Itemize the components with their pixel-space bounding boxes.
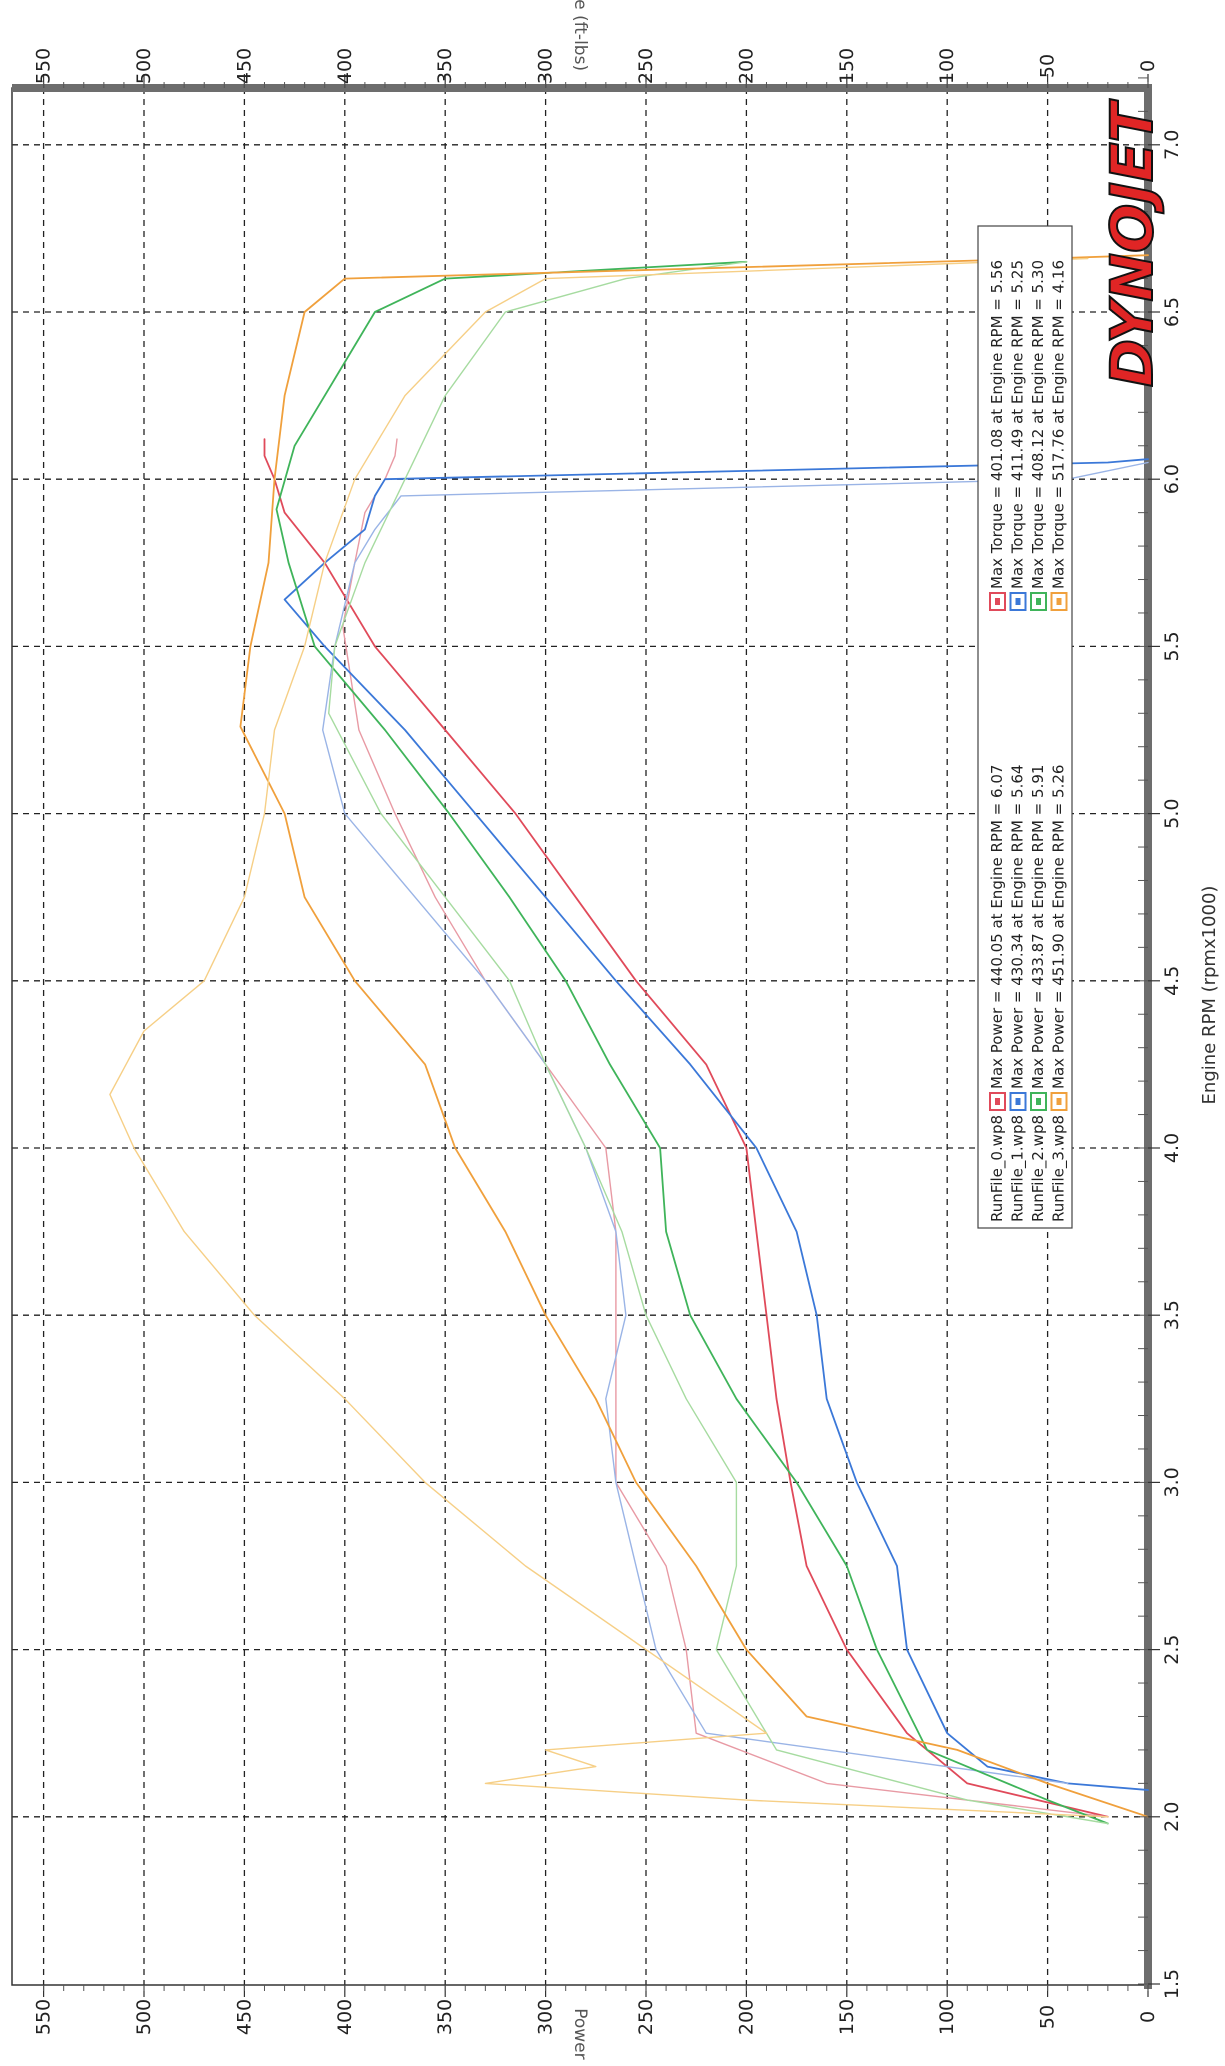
- rpm-tick-label: 4.5: [1161, 966, 1183, 996]
- top-axis-bar: [12, 84, 1152, 92]
- rpm-tick-label: 2.0: [1161, 1802, 1183, 1832]
- torque-tick-label: 50: [1037, 54, 1059, 78]
- rpm-tick-label: 6.5: [1161, 297, 1183, 327]
- legend-file-label: RunFile_0.wp8: [988, 1115, 1007, 1222]
- legend-torque-swatch-fill: [1015, 598, 1021, 605]
- torque-tick-label: 500: [133, 48, 155, 84]
- rpm-tick-label: 7.0: [1161, 130, 1183, 160]
- legend-power-swatch-fill: [995, 1098, 1000, 1105]
- legend-file-label: RunFile_3.wp8: [1050, 1115, 1069, 1222]
- legend-torque-swatch-fill: [995, 598, 1000, 605]
- power-tick-label: 200: [735, 1999, 757, 2035]
- rpm-tick-label: 2.5: [1161, 1634, 1183, 1664]
- legend-file-label: RunFile_1.wp8: [1009, 1115, 1028, 1222]
- torque-tick-label: 0: [1137, 60, 1159, 72]
- rpm-tick-label: 5.0: [1161, 798, 1183, 828]
- series-torque-7: [109, 257, 1109, 1818]
- legend: RunFile_0.wp8 Max Power = 440.05 at Engin…: [977, 225, 1073, 1229]
- series-power-2: [283, 458, 1149, 1791]
- power-tick-label: 550: [33, 1999, 55, 2035]
- power-tick-label: 250: [635, 1999, 657, 2035]
- legend-box: RunFile_0.wp8 Max Power = 440.05 at Engin…: [977, 225, 1073, 1229]
- plot-frame: [11, 84, 1152, 1989]
- series-power-6: [239, 254, 1149, 1818]
- dynojet-logo: DYNOJET: [1097, 97, 1167, 388]
- right-axis-bar: [1144, 84, 1152, 1989]
- rpm-tick-label: 5.5: [1161, 631, 1183, 661]
- power-tick-label: 400: [334, 1999, 356, 2035]
- x-axis-label: Engine RPM (rpmx1000): [1199, 886, 1220, 1105]
- power-axis-label: Power (hp): [570, 2008, 590, 2061]
- torque-axis-label: Torque (ft-lbs): [570, 0, 590, 71]
- rpm-tick-label: 3.0: [1161, 1467, 1183, 1497]
- torque-tick-label: 200: [735, 48, 757, 84]
- legend-torque-text: Max Torque = 517.76 at Engine RPM = 4.16: [1050, 260, 1068, 589]
- power-tick-label: 500: [133, 1999, 155, 2035]
- legend-power-swatch-fill: [1015, 1098, 1021, 1105]
- series-power-0: [263, 438, 1109, 1818]
- torque-tick-label: 450: [233, 48, 255, 84]
- power-tick-label: 150: [836, 1999, 858, 2035]
- series-lines: [109, 254, 1149, 1825]
- power-tick-label: 450: [233, 1999, 255, 2035]
- torque-tick-label: 250: [635, 48, 657, 84]
- legend-frame: [977, 225, 1073, 1229]
- legend-torque-swatch-fill: [1036, 598, 1041, 605]
- legend-power-text: Max Power = 440.05 at Engine RPM = 6.07: [988, 765, 1006, 1089]
- torque-tick-label: 100: [936, 48, 958, 84]
- rpm-tick-label: 1.5: [1161, 1969, 1183, 1999]
- torque-tick-label: 550: [33, 48, 55, 84]
- legend-torque-swatch-fill: [1056, 598, 1062, 605]
- torque-tick-label: 300: [535, 48, 557, 84]
- torque-tick-label: 150: [836, 48, 858, 84]
- axis-ticks: 0 0 50 50 100 100 150 150 200 200 250 250 300 300 350 3…: [33, 48, 1183, 2035]
- legend-torque-text: Max Torque = 411.49 at Engine RPM = 5.25: [1009, 260, 1027, 589]
- torque-tick-label: 400: [334, 48, 356, 84]
- legend-power-text: Max Power = 433.87 at Engine RPM = 5.91: [1029, 765, 1047, 1089]
- legend-torque-text: Max Torque = 401.08 at Engine RPM = 5.56: [988, 260, 1006, 589]
- rpm-tick-label: 6.0: [1161, 464, 1183, 494]
- power-tick-label: 50: [1037, 2005, 1059, 2029]
- legend-power-swatch-fill: [1056, 1098, 1062, 1105]
- power-tick-label: 300: [535, 1999, 557, 2035]
- series-torque-5: [328, 261, 1109, 1825]
- legend-power-swatch-fill: [1036, 1098, 1041, 1105]
- dynojet-logo-text: DYNOJET: [1098, 98, 1166, 387]
- legend-power-text: Max Power = 451.90 at Engine RPM = 5.26: [1050, 765, 1068, 1089]
- legend-power-text: Max Power = 430.34 at Engine RPM = 5.64: [1009, 765, 1027, 1089]
- legend-torque-text: Max Torque = 408.12 at Engine RPM = 5.30: [1029, 260, 1047, 589]
- power-tick-label: 350: [434, 1999, 456, 2035]
- rpm-tick-label: 3.5: [1161, 1300, 1183, 1330]
- rpm-tick-label: 4.0: [1161, 1133, 1183, 1163]
- torque-tick-label: 350: [434, 48, 456, 84]
- legend-file-label: RunFile_2.wp8: [1029, 1115, 1048, 1222]
- power-tick-label: 0: [1137, 2011, 1159, 2023]
- power-tick-label: 100: [936, 1999, 958, 2035]
- series-power-4: [275, 260, 1109, 1825]
- series-torque-3: [322, 461, 1149, 1785]
- grid-lines: [12, 88, 1148, 1985]
